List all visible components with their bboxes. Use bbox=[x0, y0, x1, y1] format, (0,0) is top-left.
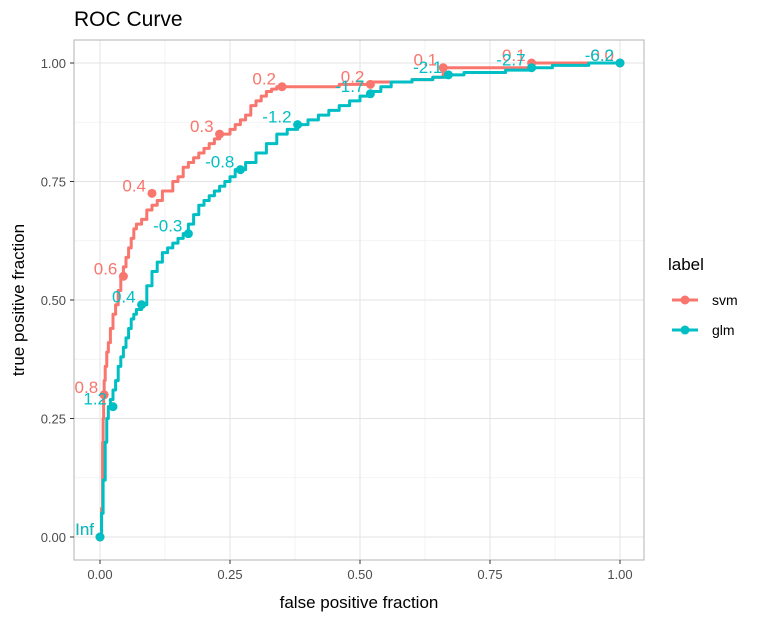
x-tick-label: 1.00 bbox=[607, 567, 632, 582]
y-tick-label: 0.00 bbox=[41, 530, 66, 545]
cutoff-point bbox=[235, 165, 245, 175]
legend-item-svm: svm bbox=[672, 292, 738, 308]
y-tick-label: 0.25 bbox=[41, 412, 66, 427]
cutoff-label: -2.7 bbox=[496, 51, 525, 70]
cutoff-label: -0.3 bbox=[153, 217, 182, 236]
x-axis-title: false positive fraction bbox=[280, 593, 439, 612]
cutoff-label: 0.2 bbox=[341, 67, 365, 86]
cutoff-point bbox=[443, 70, 453, 80]
cutoff-point bbox=[183, 229, 193, 239]
cutoff-point bbox=[293, 120, 303, 130]
legend-key-point bbox=[680, 295, 690, 305]
cutoff-point bbox=[118, 271, 128, 281]
legend-title: label bbox=[668, 255, 704, 274]
x-tick-label: 0.00 bbox=[87, 567, 112, 582]
series-line-svm bbox=[100, 61, 620, 539]
cutoff-point bbox=[365, 89, 375, 99]
cutoff-point bbox=[615, 58, 625, 68]
cutoff-label: 0.3 bbox=[190, 117, 214, 136]
cutoff-label: -1.7 bbox=[335, 77, 364, 96]
series-line-glm bbox=[100, 61, 620, 539]
cutoff-label: 0.4 bbox=[122, 176, 146, 195]
legend-label: glm bbox=[712, 322, 735, 338]
y-tick-label: 0.50 bbox=[41, 293, 66, 308]
legend-item-glm: glm bbox=[672, 322, 735, 338]
cutoff-point bbox=[365, 79, 375, 89]
y-tick-label: 1.00 bbox=[41, 56, 66, 71]
cutoff-point bbox=[108, 402, 118, 412]
cutoff-point bbox=[99, 390, 109, 400]
cutoff-label: -2.1 bbox=[413, 58, 442, 77]
cutoff-point bbox=[147, 188, 157, 198]
cutoff-label: 0.1 bbox=[502, 46, 526, 65]
cutoff-point bbox=[137, 300, 147, 310]
x-tick-label: 0.75 bbox=[477, 567, 502, 582]
cutoff-label: 0.6 bbox=[94, 259, 118, 278]
cutoff-label: 1.2 bbox=[83, 390, 107, 409]
cutoff-point bbox=[95, 532, 105, 542]
cutoff-label: 0.8 bbox=[75, 378, 99, 397]
legend-label: svm bbox=[712, 292, 738, 308]
legend-items: svm glm bbox=[672, 292, 738, 338]
cutoff-label: -0.8 bbox=[205, 153, 234, 172]
cutoff-point bbox=[277, 82, 287, 92]
cutoff-label: -6.2 bbox=[585, 46, 614, 65]
y-axis-title: true positive fraction bbox=[9, 224, 28, 376]
cutoff-label: -1.2 bbox=[262, 108, 291, 127]
cutoff-label: 0.0 bbox=[590, 46, 614, 65]
chart-title: ROC Curve bbox=[74, 8, 183, 31]
y-tick-label: 0.75 bbox=[41, 175, 66, 190]
cutoff-label: 0.2 bbox=[252, 70, 276, 89]
cutoff-label: 0.1 bbox=[414, 51, 438, 70]
legend: label svm glm bbox=[668, 255, 738, 338]
cutoff-point bbox=[215, 129, 225, 139]
cutoff-point bbox=[438, 63, 448, 73]
cutoff-point bbox=[527, 63, 537, 73]
series-glm: Inf 1.2 0.4 -0.3 -0.8 -1.2 -1.7 -2.1 -2.7 -6.2 bbox=[75, 46, 625, 542]
cutoff-label: Inf bbox=[75, 520, 94, 539]
tick-layer: 0.00 0.25 0.50 0.75 1.00 0.00 0.25 0.50 0.75 1.00 bbox=[41, 56, 633, 582]
x-tick-label: 0.25 bbox=[217, 567, 242, 582]
cutoff-label: 0.4 bbox=[112, 288, 136, 307]
legend-key-point bbox=[680, 325, 690, 335]
x-tick-label: 0.50 bbox=[347, 567, 372, 582]
cutoff-label: Inf bbox=[75, 520, 94, 539]
